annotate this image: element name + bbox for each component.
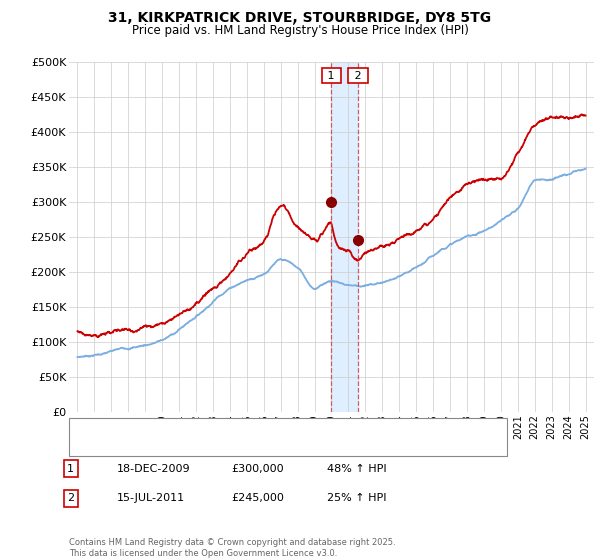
Bar: [331, 62, 358, 412]
Text: 1: 1: [325, 71, 338, 81]
Text: 31, KIRKPATRICK DRIVE, STOURBRIDGE, DY8 5TG: 31, KIRKPATRICK DRIVE, STOURBRIDGE, DY8 …: [109, 11, 491, 25]
Text: 31, KIRKPATRICK DRIVE, STOURBRIDGE, DY8 5TG (detached house): 31, KIRKPATRICK DRIVE, STOURBRIDGE, DY8 …: [107, 424, 456, 434]
Text: £245,000: £245,000: [231, 493, 284, 503]
Text: 18-DEC-2009: 18-DEC-2009: [117, 464, 191, 474]
Text: 48% ↑ HPI: 48% ↑ HPI: [327, 464, 386, 474]
Text: Price paid vs. HM Land Registry's House Price Index (HPI): Price paid vs. HM Land Registry's House …: [131, 24, 469, 37]
Text: HPI: Average price, detached house, Dudley: HPI: Average price, detached house, Dudl…: [107, 442, 337, 452]
Text: 2: 2: [67, 493, 74, 503]
Text: Contains HM Land Registry data © Crown copyright and database right 2025.
This d: Contains HM Land Registry data © Crown c…: [69, 538, 395, 558]
Text: 2: 2: [350, 71, 365, 81]
Text: 25% ↑ HPI: 25% ↑ HPI: [327, 493, 386, 503]
Text: 15-JUL-2011: 15-JUL-2011: [117, 493, 185, 503]
Text: £300,000: £300,000: [231, 464, 284, 474]
Text: 1: 1: [67, 464, 74, 474]
